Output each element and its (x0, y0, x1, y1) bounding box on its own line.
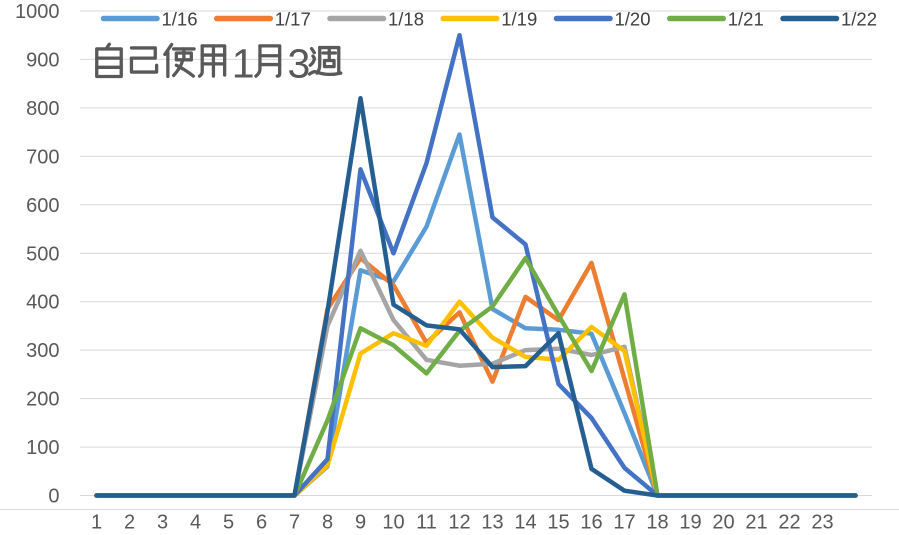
y-tick-label: 100 (26, 437, 59, 459)
x-tick-label: 1 (91, 512, 102, 534)
title-glyph (163, 42, 196, 79)
x-tick-label: 18 (646, 512, 668, 534)
title-ascii-char: 3 (288, 41, 311, 87)
x-tick-label: 2 (124, 512, 135, 534)
x-tick-label: 17 (613, 512, 635, 534)
legend-item-1-18: 1/18 (327, 9, 424, 30)
y-tick-label: 200 (26, 389, 59, 411)
legend-item-1-16: 1/16 (100, 9, 198, 30)
title-glyph-stroke (258, 44, 282, 78)
title-glyph-stroke (174, 51, 193, 62)
series-line-1-22 (94, 95, 858, 498)
title-glyph-stroke (309, 46, 316, 55)
legend-item-1-21: 1/21 (667, 9, 764, 30)
x-tick-label: 5 (223, 512, 234, 534)
title-glyph (129, 46, 159, 74)
title-ascii-char: 1 (232, 41, 255, 87)
title-glyph-stroke (197, 44, 204, 78)
y-tick-label: 900 (26, 49, 59, 71)
x-tick-label: 10 (382, 512, 404, 534)
title-glyph (254, 44, 282, 78)
x-tick-label: 8 (322, 512, 333, 534)
title-glyph-stroke (95, 47, 123, 79)
series-line-1-16 (94, 132, 858, 498)
x-tick-label: 6 (256, 512, 267, 534)
legend: 1/16 1/17 1/18 1/19 1/20 1/21 1/22 (100, 9, 877, 30)
x-tick-label: 22 (778, 512, 800, 534)
legend-label: 1/20 (615, 9, 651, 30)
x-tick-label: 11 (416, 512, 437, 534)
title-glyph-stroke (318, 45, 341, 75)
x-tick-label: 15 (547, 512, 569, 534)
legend-label: 1/22 (841, 9, 877, 30)
y-tick-label: 800 (26, 98, 59, 120)
y-tick-label: 400 (26, 292, 59, 314)
x-tick-label: 4 (190, 512, 201, 534)
y-tick-label: 600 (26, 195, 59, 217)
series-lines (94, 32, 858, 498)
x-tick-label: 12 (448, 512, 470, 534)
title-glyph-stroke (322, 58, 336, 69)
series-line-1-20 (94, 32, 858, 498)
title-glyph-stroke (174, 63, 196, 78)
x-tick-label: 21 (745, 512, 767, 534)
y-tick-label: 500 (26, 243, 59, 265)
legend-label: 1/21 (728, 9, 764, 30)
legend-label: 1/19 (501, 9, 537, 30)
x-tick-label: 3 (157, 512, 168, 534)
title-glyph (95, 42, 123, 79)
legend-item-1-22: 1/22 (780, 9, 877, 30)
x-tick-label: 20 (712, 512, 734, 534)
series-line-1-21 (94, 255, 858, 498)
legend-item-1-17: 1/17 (214, 9, 311, 30)
title-glyph (197, 44, 227, 78)
gridlines (80, 10, 872, 496)
x-tick-label: 9 (355, 512, 366, 534)
y-tick-label: 0 (48, 486, 59, 508)
legend-item-1-20: 1/20 (553, 9, 651, 30)
title-glyph-stroke (307, 70, 343, 77)
title-glyph-stroke (254, 44, 262, 78)
x-tick-label: 13 (481, 512, 503, 534)
legend-label: 1/17 (275, 9, 311, 30)
title-glyph-stroke (308, 54, 316, 67)
title-glyph-stroke (315, 45, 322, 75)
title-glyph-stroke (163, 42, 174, 57)
legend-label: 1/18 (388, 9, 424, 30)
series-line-1-18 (94, 248, 858, 498)
x-axis-labels: 1 2 3 4 5 6 7 8 9 10 11 12 13 14 15 16 17 18 19 20 21 22 23 (91, 512, 834, 534)
title-glyph-stroke (129, 46, 157, 60)
y-tick-label: 1000 (15, 1, 60, 23)
title-glyph (307, 45, 343, 77)
series-line-1-17 (94, 255, 858, 498)
title-glyph-stroke (129, 56, 159, 74)
y-axis-labels: 0 100 200 300 400 500 600 700 800 900 1000 (15, 1, 60, 508)
x-tick-label: 23 (811, 512, 833, 534)
x-tick-label: 7 (289, 512, 300, 534)
x-tick-label: 19 (679, 512, 701, 534)
y-tick-label: 700 (26, 146, 59, 168)
legend-item-1-19: 1/19 (440, 9, 537, 30)
y-tick-label: 300 (26, 340, 59, 362)
x-tick-label: 16 (580, 512, 602, 534)
legend-label: 1/16 (162, 9, 198, 30)
x-tick-label: 14 (514, 512, 536, 534)
